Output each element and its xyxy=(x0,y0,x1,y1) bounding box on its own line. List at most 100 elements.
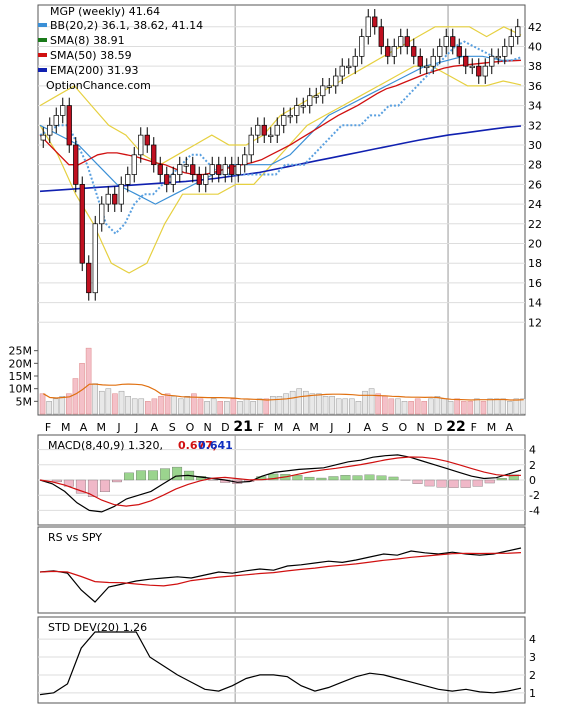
bb-upper-line xyxy=(40,27,521,165)
volume-bar xyxy=(139,399,144,414)
candle-body xyxy=(158,165,163,175)
macd-histogram-bar xyxy=(449,480,459,488)
x-tick-label: M xyxy=(61,421,71,434)
price-tick-label: 12 xyxy=(528,316,542,329)
macd-title: MACD(8,40,9) 1.320, xyxy=(48,439,163,452)
x-tick-label: M xyxy=(96,421,106,434)
x-tick-label: D xyxy=(434,421,442,434)
volume-bar xyxy=(86,348,91,414)
candle-body xyxy=(424,66,429,68)
candle-body xyxy=(509,37,514,47)
candle-body xyxy=(294,106,299,116)
volume-bar xyxy=(395,399,400,414)
candle-body xyxy=(203,175,208,185)
x-tick-label: A xyxy=(151,421,159,434)
volume-bar xyxy=(481,401,486,414)
volume-bar xyxy=(520,399,525,414)
x-tick-label: 21 xyxy=(233,419,252,435)
macd-histogram-bar xyxy=(413,480,423,484)
volume-bar xyxy=(389,399,394,414)
candle-body xyxy=(444,37,449,47)
candle-body xyxy=(60,106,65,116)
candle-body xyxy=(164,175,169,185)
volume-bar xyxy=(270,396,275,414)
rs-title: RS vs SPY xyxy=(48,531,102,544)
candle-body xyxy=(340,66,345,76)
legend-swatch xyxy=(38,53,47,57)
legend-label: EMA(200) 31.93 xyxy=(50,64,139,77)
macd-histogram-bar xyxy=(353,476,363,480)
chart-title: MGP (weekly) 41.64 xyxy=(50,5,160,18)
volume-bar xyxy=(461,401,466,414)
price-tick-label: 32 xyxy=(528,119,542,132)
stddev-line xyxy=(40,632,521,695)
macd-tick-label: 2 xyxy=(529,459,536,472)
volume-bar xyxy=(402,401,407,414)
candle-body xyxy=(437,46,442,56)
volume-bar xyxy=(178,399,183,414)
candle-body xyxy=(106,194,111,204)
volume-bar xyxy=(257,399,262,414)
macd-histogram-bar xyxy=(136,471,146,480)
volume-bar xyxy=(336,399,341,414)
x-tick-label: S xyxy=(382,421,389,434)
volume-bar xyxy=(409,401,414,414)
candle-body xyxy=(457,46,462,56)
macd-panel: 420-2-4 MACD(8,40,9) 1.320, 0.677, 0.641 xyxy=(38,435,540,525)
candle-body xyxy=(327,86,332,88)
volume-bar xyxy=(494,399,499,414)
volume-bar xyxy=(99,391,104,414)
candle-body xyxy=(496,56,501,58)
rs-panel-frame xyxy=(38,527,525,613)
x-tick-label: S xyxy=(169,421,176,434)
candle-body xyxy=(405,37,410,47)
x-tick-label: F xyxy=(471,421,477,434)
macd-histogram-bar xyxy=(389,477,399,480)
volume-bar xyxy=(507,401,512,414)
candle-body xyxy=(177,165,182,175)
candle-body xyxy=(255,125,260,135)
candle-body xyxy=(125,175,130,185)
candle-body xyxy=(288,115,293,117)
price-tick-label: 22 xyxy=(528,218,542,231)
macd-tick-label: -2 xyxy=(529,489,540,502)
x-tick-label: O xyxy=(186,421,195,434)
macd-tick-label: 4 xyxy=(529,444,536,457)
volume-bar xyxy=(60,396,65,414)
candle-body xyxy=(320,86,325,96)
volume-bar xyxy=(297,389,302,414)
volume-bar xyxy=(251,401,256,414)
watermark-text: OptionChance.com xyxy=(46,79,151,92)
candle-body xyxy=(99,204,104,224)
price-tick-label: 18 xyxy=(528,257,542,270)
candle-body xyxy=(359,37,364,57)
price-tick-label: 28 xyxy=(528,159,542,172)
candle-body xyxy=(80,184,85,263)
volume-tick-label: 5M xyxy=(16,395,33,408)
volume-bar xyxy=(172,396,177,414)
candle-body xyxy=(450,37,455,47)
x-tick-label: J xyxy=(134,421,138,434)
std-tick-label: 2 xyxy=(529,669,536,682)
x-tick-label: O xyxy=(398,421,407,434)
volume-bar xyxy=(474,399,479,414)
legend-swatch xyxy=(38,68,47,72)
volume-bar xyxy=(158,396,163,414)
legend-label: BB(20,2) 36.1, 38.62, 41.14 xyxy=(50,19,203,32)
volume-bar xyxy=(303,391,308,414)
volume-bar xyxy=(73,379,78,414)
x-tick-label: A xyxy=(505,421,513,434)
volume-bar xyxy=(448,401,453,414)
price-tick-label: 42 xyxy=(528,21,542,34)
candle-body xyxy=(132,155,137,175)
price-tick-label: 24 xyxy=(528,198,542,211)
rs-average-line xyxy=(40,553,521,586)
volume-bar xyxy=(428,399,433,414)
volume-bar xyxy=(205,401,210,414)
macd-histogram-bar xyxy=(293,475,303,480)
ema200-line xyxy=(40,126,521,191)
candle-body xyxy=(54,115,59,125)
volume-bar xyxy=(126,396,131,414)
